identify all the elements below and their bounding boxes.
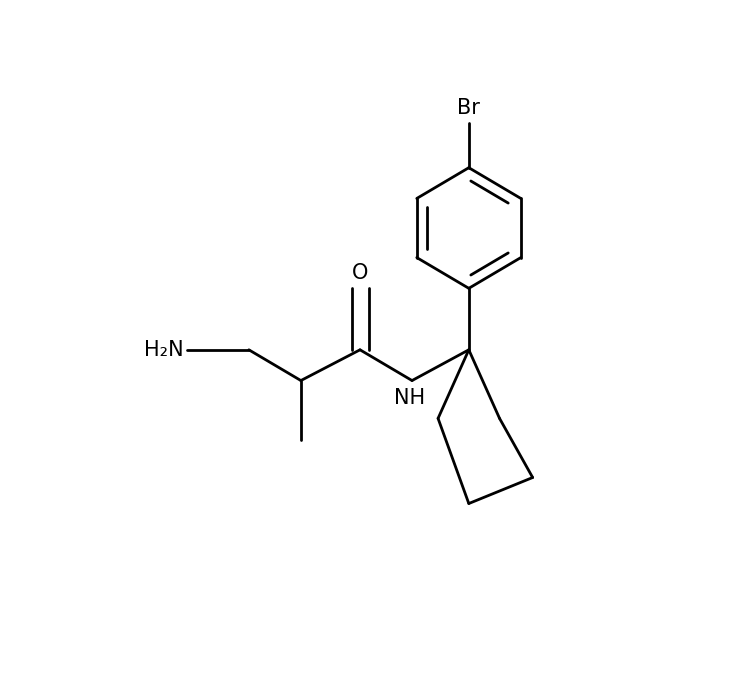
Text: H₂N: H₂N [144,340,184,360]
Text: Br: Br [458,98,480,118]
Text: NH: NH [394,387,426,408]
Text: O: O [352,263,368,283]
